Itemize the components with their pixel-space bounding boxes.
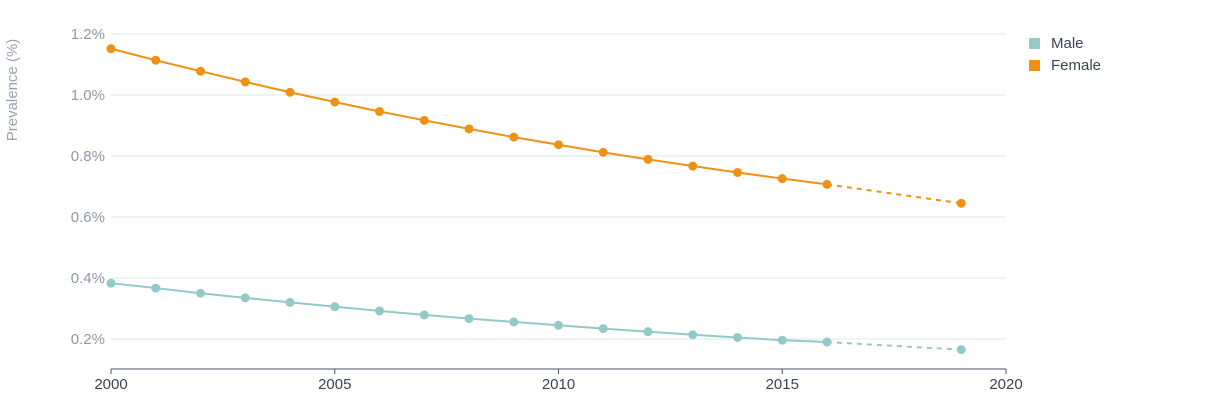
- y-tick-label: 0.4%: [71, 270, 105, 287]
- male-data-point: [375, 306, 384, 316]
- male-data-point: [285, 297, 295, 307]
- female-data-point: [285, 87, 295, 97]
- female-data-point: [464, 124, 474, 134]
- female-data-point: [151, 55, 161, 65]
- female-data-point: [688, 161, 698, 171]
- female-series-line: [110, 47, 828, 186]
- y-tick-label: 0.8%: [71, 148, 105, 165]
- y-axis-label: Prevalence (%): [4, 39, 21, 142]
- female-data-point: [196, 66, 205, 76]
- female-data-point: [375, 106, 384, 116]
- female-data-point: [822, 179, 832, 189]
- legend: Male Female: [1029, 35, 1101, 74]
- male-data-point: [240, 293, 250, 303]
- legend-label-male: Male: [1051, 35, 1084, 52]
- y-tick-label: 1.2%: [71, 26, 105, 43]
- male-data-point: [822, 337, 832, 347]
- y-tick-label: 0.6%: [71, 209, 105, 226]
- female-data-point: [419, 115, 429, 125]
- female-data-point: [777, 174, 787, 184]
- male-data-point: [106, 278, 116, 288]
- x-tick-label: 2010: [542, 376, 575, 393]
- female-data-point: [554, 140, 563, 150]
- male-data-point: [733, 332, 742, 342]
- male-data-point: [509, 317, 519, 327]
- y-tick-label: 0.2%: [71, 331, 105, 348]
- legend-swatch-female: [1029, 60, 1040, 71]
- female-data-point: [598, 147, 608, 157]
- female-projection-line: [826, 183, 962, 205]
- series-group: [106, 44, 966, 355]
- female-projected-point: [956, 198, 966, 208]
- x-tick-label: 2005: [318, 376, 351, 393]
- x-tick-label: 2000: [94, 376, 127, 393]
- x-axis: 2000 2005 2010 2015 2020: [94, 368, 1023, 393]
- male-data-point: [777, 335, 787, 345]
- male-data-point: [151, 283, 161, 293]
- male-data-point: [598, 324, 608, 334]
- male-series-line: [110, 282, 828, 344]
- female-data-point: [240, 77, 250, 87]
- female-data-point: [643, 154, 653, 164]
- female-data-point: [330, 97, 340, 107]
- male-data-point: [643, 327, 653, 337]
- male-data-point: [464, 314, 474, 324]
- female-data-point: [509, 132, 519, 142]
- male-projection-line: [826, 341, 962, 351]
- male-data-point: [196, 288, 205, 298]
- female-data-point: [106, 44, 116, 54]
- y-axis-ticks: 0.2% 0.4% 0.6% 0.8% 1.0% 1.2%: [71, 26, 105, 348]
- male-data-point: [419, 310, 429, 320]
- legend-label-female: Female: [1051, 57, 1101, 74]
- x-tick-label: 2015: [766, 376, 799, 393]
- x-tick-label: 2020: [989, 376, 1022, 393]
- male-data-point: [688, 330, 698, 340]
- y-tick-label: 1.0%: [71, 87, 105, 104]
- male-data-point: [330, 302, 340, 312]
- male-projected-point: [956, 345, 966, 355]
- male-data-point: [554, 320, 563, 330]
- gridlines: [111, 33, 1006, 340]
- female-data-point: [733, 167, 742, 177]
- legend-swatch-male: [1029, 38, 1040, 49]
